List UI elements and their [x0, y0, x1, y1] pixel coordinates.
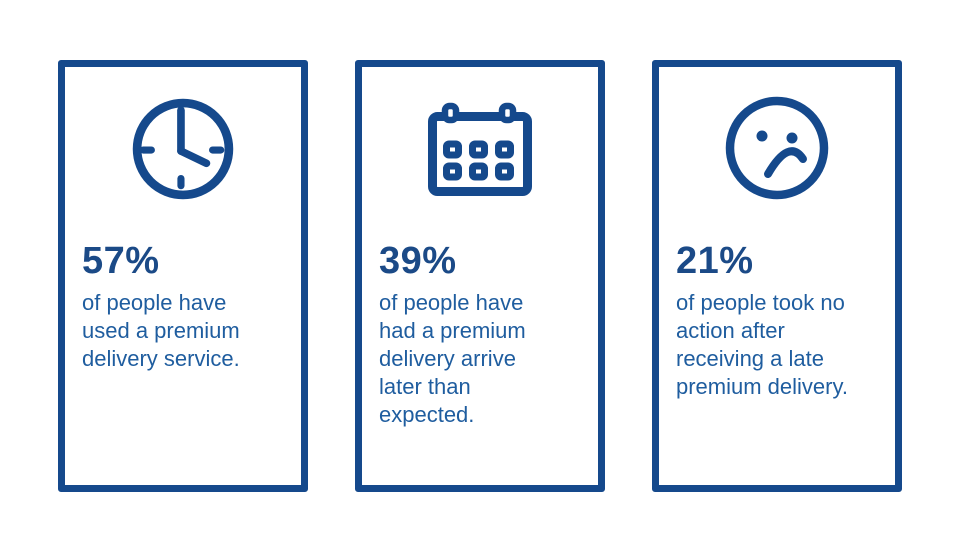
- stat-description: of people have had a premium delivery ar…: [379, 289, 586, 429]
- stat-card-no-action: 21% of people took no action after recei…: [652, 60, 902, 492]
- stat-description: of people took no action after receiving…: [676, 289, 883, 401]
- description-line: used a premium: [82, 318, 240, 343]
- description-line: delivery arrive: [379, 346, 516, 371]
- stat-card-used-premium-delivery: 57% of people have used a premium delive…: [58, 60, 308, 492]
- description-line: receiving a late: [676, 346, 824, 371]
- description-line: premium delivery.: [676, 374, 848, 399]
- clock-icon: [132, 98, 234, 200]
- stat-value: 21%: [676, 240, 754, 282]
- stat-cards-row: 57% of people have used a premium delive…: [58, 60, 902, 492]
- stat-description: of people have used a premium delivery s…: [82, 289, 289, 373]
- calendar-icon: [428, 102, 532, 196]
- sad-face-icon: [725, 96, 829, 200]
- stat-value: 57%: [82, 240, 160, 282]
- description-line: of people have: [82, 290, 227, 315]
- description-line: of people took no: [676, 290, 845, 315]
- description-line: action after: [676, 318, 785, 343]
- description-line: had a premium: [379, 318, 526, 343]
- card-icon-area: [65, 92, 301, 206]
- description-line: later than: [379, 374, 471, 399]
- stat-value: 39%: [379, 240, 457, 282]
- description-line: expected.: [379, 402, 475, 427]
- card-text-block: 21% of people took no action after recei…: [659, 240, 895, 401]
- card-text-block: 57% of people have used a premium delive…: [65, 240, 301, 373]
- card-icon-area: [362, 92, 598, 206]
- description-line: delivery service.: [82, 346, 240, 371]
- stat-card-late-delivery: 39% of people have had a premium deliver…: [355, 60, 605, 492]
- card-text-block: 39% of people have had a premium deliver…: [362, 240, 598, 429]
- description-line: of people have: [379, 290, 524, 315]
- card-icon-area: [659, 92, 895, 206]
